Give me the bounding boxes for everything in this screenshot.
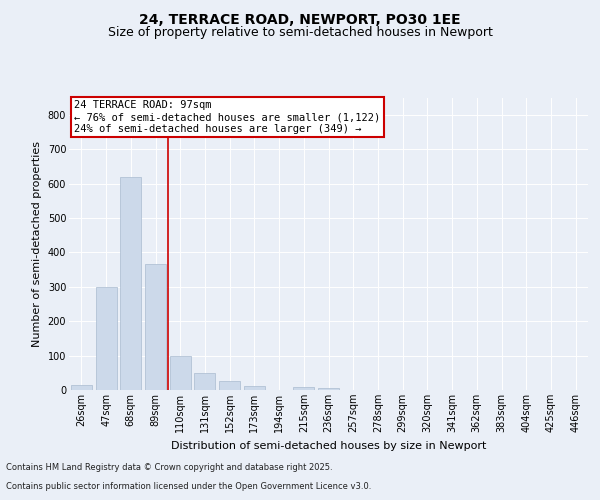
Bar	[318, 388, 339, 390]
Bar	[170, 356, 191, 390]
Bar	[244, 386, 265, 390]
Bar	[219, 382, 240, 390]
Text: 24, TERRACE ROAD, NEWPORT, PO30 1EE: 24, TERRACE ROAD, NEWPORT, PO30 1EE	[139, 12, 461, 26]
Bar	[95, 287, 116, 390]
Bar	[194, 373, 215, 390]
Bar	[145, 264, 166, 390]
Text: Contains HM Land Registry data © Crown copyright and database right 2025.: Contains HM Land Registry data © Crown c…	[6, 464, 332, 472]
Bar	[120, 176, 141, 390]
X-axis label: Distribution of semi-detached houses by size in Newport: Distribution of semi-detached houses by …	[171, 440, 486, 450]
Bar	[71, 385, 92, 390]
Text: 24 TERRACE ROAD: 97sqm
← 76% of semi-detached houses are smaller (1,122)
24% of : 24 TERRACE ROAD: 97sqm ← 76% of semi-det…	[74, 100, 380, 134]
Text: Contains public sector information licensed under the Open Government Licence v3: Contains public sector information licen…	[6, 482, 371, 491]
Bar	[293, 387, 314, 390]
Y-axis label: Number of semi-detached properties: Number of semi-detached properties	[32, 141, 42, 347]
Text: Size of property relative to semi-detached houses in Newport: Size of property relative to semi-detach…	[107, 26, 493, 39]
